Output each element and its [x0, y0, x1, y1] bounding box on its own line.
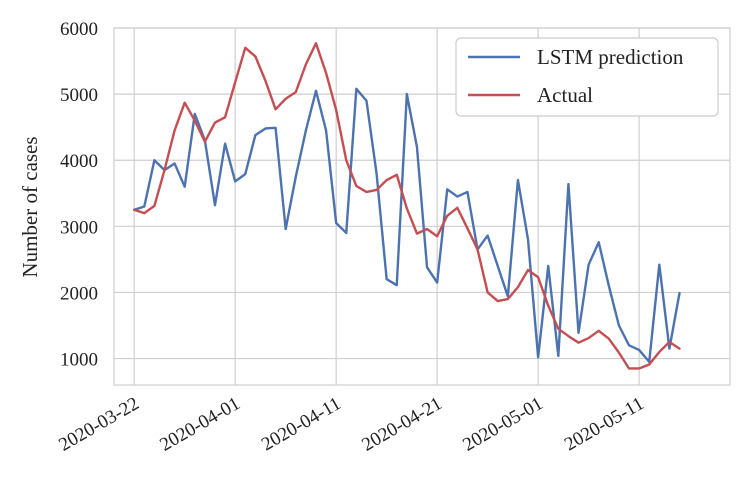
y-axis-ticks: 1000 2000 3000 4000 5000 6000 [60, 19, 98, 371]
series-line-lstm-prediction [132, 87, 681, 364]
y-tick-label: 6000 [60, 19, 98, 40]
x-tick-label: 2020-03-22 [55, 393, 142, 456]
series-line-actual [132, 42, 681, 370]
y-tick-label: 2000 [60, 283, 98, 304]
y-tick-label: 4000 [60, 151, 98, 172]
legend-label-actual: Actual [537, 83, 593, 107]
y-tick-label: 3000 [60, 217, 98, 238]
series-layer [132, 42, 681, 370]
x-tick-label: 2020-04-01 [156, 393, 243, 456]
x-axis-ticks: 2020-03-22 2020-04-01 2020-04-11 2020-04-21… [55, 393, 647, 456]
x-tick-label: 2020-04-21 [358, 393, 445, 456]
legend-label-lstm: LSTM prediction [537, 45, 684, 69]
x-tick-label: 2020-05-01 [459, 393, 546, 456]
y-tick-label: 1000 [60, 350, 98, 371]
y-tick-label: 5000 [60, 85, 98, 106]
legend-box [455, 37, 719, 117]
legend: LSTM prediction Actual [455, 37, 719, 117]
x-tick-label: 2020-04-11 [258, 393, 345, 455]
x-tick-label: 2020-05-11 [561, 393, 648, 455]
y-axis-label: Number of cases [18, 136, 42, 277]
plot-frame [113, 27, 731, 386]
